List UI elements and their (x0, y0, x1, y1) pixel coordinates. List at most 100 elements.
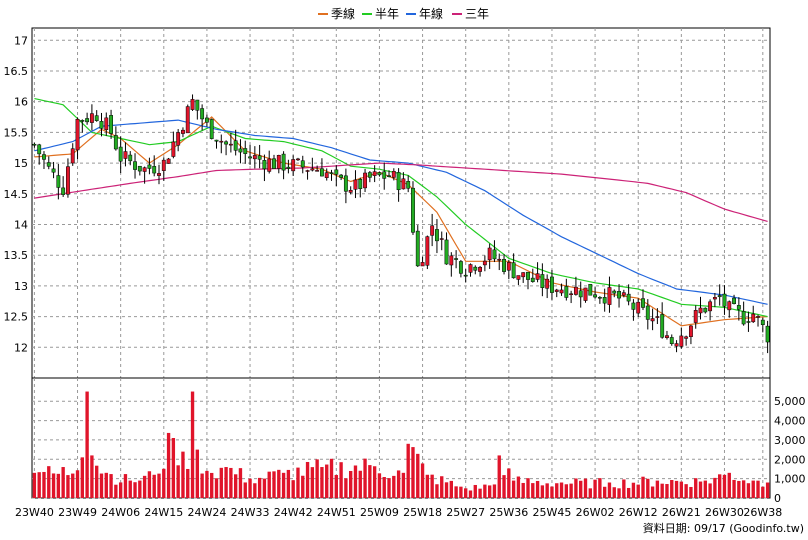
candle-down (204, 117, 209, 123)
price-tick-label: 15.5 (4, 126, 29, 139)
volume-panel-frame (31, 377, 771, 499)
price-tick-label: 14.5 (4, 188, 29, 201)
volume-bar (377, 473, 382, 498)
legend-label: 年線 (419, 6, 443, 21)
volume-bar (166, 432, 171, 498)
candle-up (104, 117, 109, 130)
volume-bar (650, 486, 655, 498)
x-tick-label: 24W06 (101, 506, 140, 519)
volume-bar (219, 467, 223, 498)
volume-bar (449, 480, 453, 498)
data-date-footer: 資料日期: 09/17 (Goodinfo.tw) (643, 521, 804, 535)
volume-bar (118, 482, 123, 498)
candle-down (99, 121, 104, 129)
x-tick-label: 26W12 (619, 506, 658, 519)
candle-down (286, 166, 291, 169)
volume-bar (713, 477, 717, 498)
candle-down (473, 266, 478, 271)
x-tick-label: 24W51 (317, 506, 356, 519)
volume-bar (315, 459, 319, 498)
volume-bar (756, 480, 760, 498)
volume-bar (440, 476, 444, 498)
candle-down (147, 164, 152, 169)
volume-bar (718, 474, 722, 498)
volume-bar (622, 479, 626, 498)
volume-bar (497, 455, 501, 498)
volume-bar (593, 479, 597, 498)
candle-up (679, 335, 684, 347)
volume-bar (598, 478, 602, 498)
candle-down (377, 172, 382, 176)
volume-bar (559, 482, 564, 498)
candle-up (89, 113, 94, 123)
candle-up (727, 301, 732, 311)
volume-bar (349, 470, 353, 498)
candle-up (449, 255, 454, 266)
x-tick-label: 25W45 (533, 506, 572, 519)
volume-bar (95, 465, 99, 498)
volume-bar (708, 483, 712, 498)
candle-up (559, 289, 564, 294)
volume-bar (123, 474, 128, 498)
volume-bar (396, 470, 401, 498)
moving-average-lines (34, 98, 768, 327)
candle-up (296, 158, 300, 161)
volume-bar (761, 486, 765, 498)
candle-up (190, 99, 195, 110)
volume-bar (301, 475, 305, 498)
candle-up (305, 170, 310, 172)
volume-bar (574, 478, 578, 498)
candle-down (133, 161, 137, 170)
volume-bar (665, 484, 669, 498)
volume-bar (296, 467, 300, 498)
volume-bar (617, 488, 621, 498)
candle-down (760, 319, 765, 325)
candle-down (588, 284, 593, 296)
candle-down (435, 229, 439, 242)
volume-bar (722, 474, 727, 498)
candle-up (478, 266, 482, 272)
volume-bar (147, 471, 152, 498)
candle-up (70, 148, 75, 164)
volume-grid (32, 378, 770, 499)
volume-bar (545, 483, 549, 498)
volume-bar (569, 483, 573, 498)
volume-bar (425, 474, 430, 498)
volume-bar (248, 478, 252, 498)
candle-up (401, 178, 406, 190)
candle-down (645, 305, 650, 320)
candle-down (118, 146, 123, 162)
volume-bar (694, 478, 698, 498)
candle-up (372, 171, 377, 176)
volume-bar (214, 478, 219, 498)
candle-down (382, 171, 387, 179)
volume-bar (171, 438, 176, 498)
price-tick-label: 12.5 (4, 311, 29, 324)
candle-down (526, 271, 530, 280)
price-tick-label: 12 (14, 341, 28, 354)
volume-bar (109, 474, 113, 498)
candle-up (756, 316, 760, 318)
volume-bar (588, 488, 592, 498)
x-tick-label: 24W33 (231, 506, 270, 519)
volume-bar (416, 453, 420, 498)
volume-bar (99, 473, 104, 498)
candle-down (415, 230, 420, 267)
volume-bar (478, 488, 482, 498)
volume-bar (511, 480, 516, 498)
candle-up (497, 258, 502, 261)
volume-bar (368, 465, 372, 498)
volume-tick-label: 1,000 (774, 473, 806, 486)
volume-bar (291, 480, 295, 498)
candle-up (751, 313, 756, 323)
x-tick-label: 26W02 (576, 506, 615, 519)
candle-down (113, 135, 118, 150)
candle-up (689, 325, 693, 337)
candle-down (597, 297, 602, 299)
volume-bar (540, 485, 545, 498)
candle-down (128, 154, 133, 162)
candle-down (32, 143, 37, 146)
volume-bar (765, 482, 770, 498)
candle-up (650, 318, 655, 322)
